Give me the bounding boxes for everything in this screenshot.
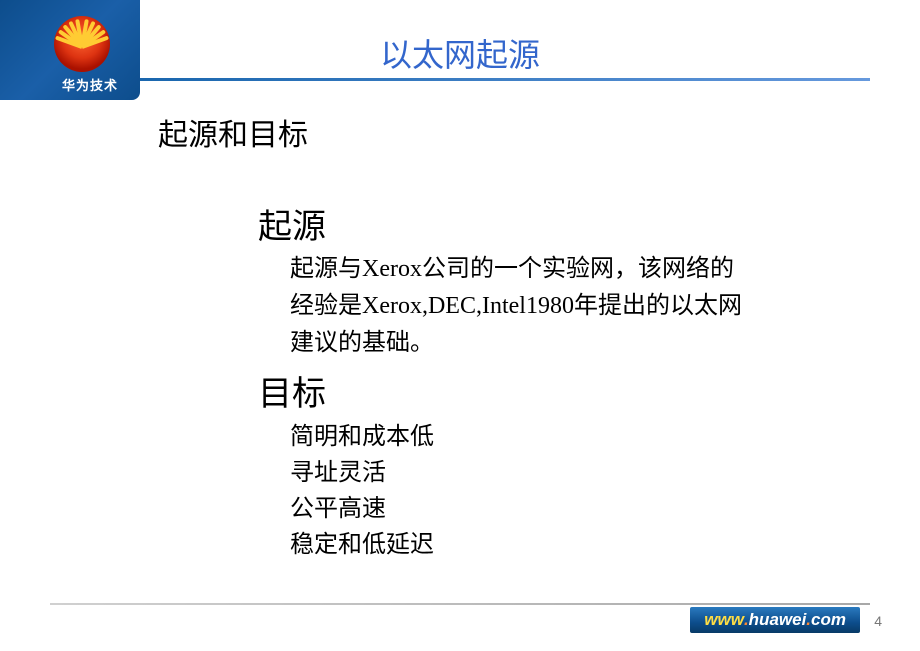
goal-item: 简明和成本低 [290,419,880,455]
slide-content: 起源和目标 起源 起源与Xerox公司的一个实验网，该网络的 经验是Xerox,… [0,105,920,563]
slide-header: 以太网起源 华为技术 [0,0,920,100]
goal-item: 稳定和低延迟 [290,527,880,563]
sun-circle [54,16,110,72]
footer-url: www.huawei.com [690,607,860,633]
logo-text: 华为技术 [62,75,118,94]
slide-footer: www.huawei.com 4 [0,603,920,633]
origin-line: 建议的基础。 [290,326,880,361]
title-underline [50,78,870,81]
origin-block: 起源 起源与Xerox公司的一个实验网，该网络的 经验是Xerox,DEC,In… [258,199,880,360]
url-suffix: com [811,610,846,630]
origin-line: 起源与Xerox公司的一个实验网，该网络的 [290,252,880,287]
goal-block: 目标 简明和成本低 寻址灵活 公平高速 稳定和低延迟 [258,366,880,563]
goal-list: 简明和成本低 寻址灵活 公平高速 稳定和低延迟 [290,419,880,563]
goal-heading: 目标 [258,366,880,415]
url-mid: huawei [749,610,807,630]
logo-container: 华为技术 [0,0,150,110]
origin-heading: 起源 [258,199,880,248]
logo-sun-icon [54,16,110,72]
origin-line: 经验是Xerox,DEC,Intel1980年提出的以太网 [290,289,880,324]
goal-item: 寻址灵活 [290,455,880,491]
page-number: 4 [874,613,882,629]
url-www: www [704,610,744,630]
section-title: 起源和目标 [158,110,880,154]
goal-item: 公平高速 [290,491,880,527]
footer-divider [50,603,870,605]
sun-rays [54,19,110,72]
slide-title: 以太网起源 [380,37,540,73]
